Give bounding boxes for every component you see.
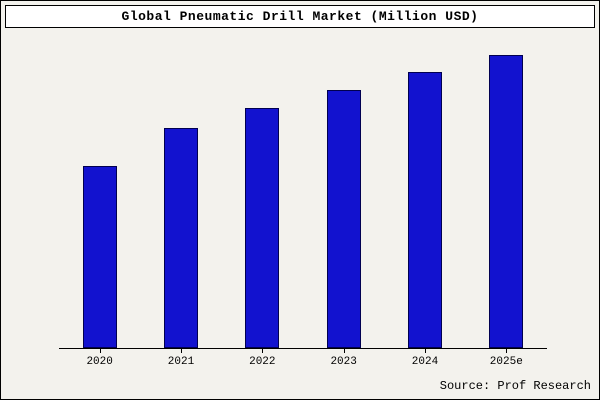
plot-area [59,43,547,349]
bar-slot-2023 [303,43,384,348]
x-tick-label-2023: 2023 [303,349,384,371]
bar-slot-2024 [384,43,465,348]
source-text: Source: Prof Research [439,379,591,393]
bar-slot-2022 [222,43,303,348]
bar-2025e [489,54,524,348]
bar-2021 [163,128,198,348]
x-tick-label-2020: 2020 [59,349,140,371]
chart-title: Global Pneumatic Drill Market (Million U… [5,5,595,28]
bar-2024 [407,72,442,348]
x-tick-label-2021: 2021 [140,349,221,371]
bar-slot-2021 [140,43,221,348]
bar-slot-2020 [59,43,140,348]
x-tick-label-2025e: 2025e [466,349,547,371]
x-tick-label-2024: 2024 [384,349,465,371]
bar-slot-2025e [466,43,547,348]
x-tick-label-2022: 2022 [222,349,303,371]
bar-2023 [326,89,361,348]
x-axis-labels: 2020 2021 2022 2023 2024 2025e [59,349,547,371]
bar-2022 [245,107,280,348]
bar-2020 [82,166,117,348]
